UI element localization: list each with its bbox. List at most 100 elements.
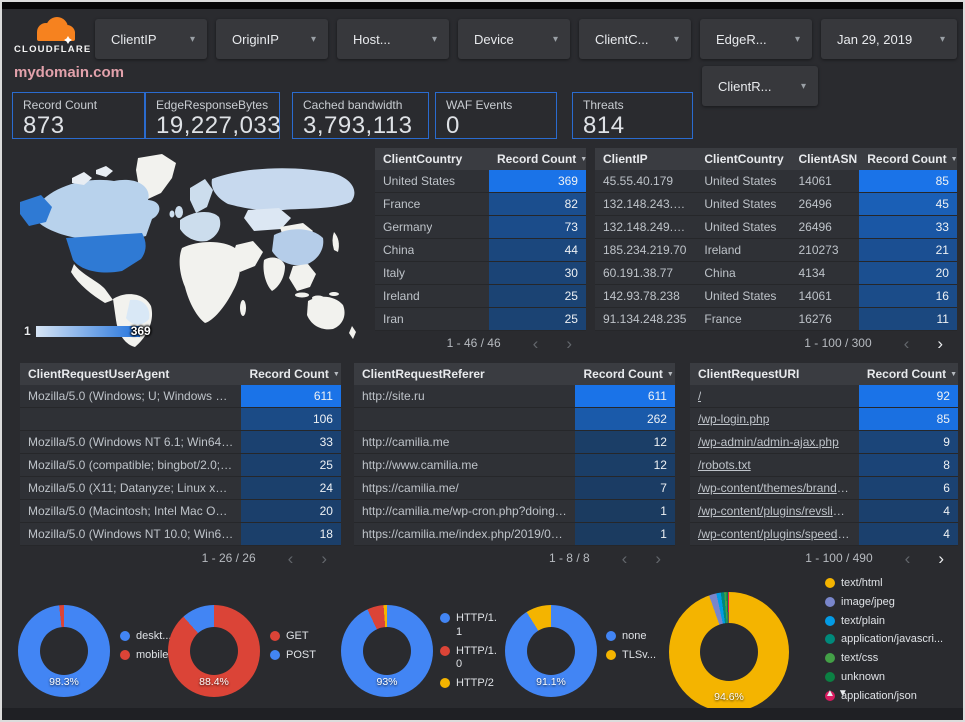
world-map: [20, 154, 356, 347]
column-header[interactable]: ClientRequestURI: [698, 367, 800, 381]
filter-chip-clientip[interactable]: ClientIP ▾: [95, 19, 207, 59]
table-row[interactable]: Ireland 25: [375, 285, 586, 308]
filter-chip-clientc[interactable]: ClientC... ▾: [579, 19, 691, 59]
content-type-donut[interactable]: 94.6%: [669, 592, 789, 712]
legend-scroll-arrows[interactable]: ▲▼: [825, 688, 851, 699]
column-header[interactable]: Record Count▼: [489, 152, 586, 166]
table-cell[interactable]: /wp-admin/admin-ajax.php: [690, 431, 859, 453]
column-header[interactable]: ClientASN: [798, 152, 858, 166]
column-header[interactable]: Record Count▼: [249, 367, 340, 381]
table-row[interactable]: 106: [20, 408, 341, 431]
geo-map-chart[interactable]: 1 369: [12, 148, 374, 350]
legend-color-dot: [606, 649, 616, 660]
table-row[interactable]: /wp-content/plugins/revslider/rs-p... 4: [690, 500, 958, 523]
table-row[interactable]: United States 369: [375, 170, 586, 193]
next-page-icon[interactable]: ›: [655, 548, 661, 568]
cell-text: Germany: [383, 220, 433, 234]
column-header[interactable]: Record Count▼: [867, 152, 957, 166]
table-cell[interactable]: /wp-content/plugins/revslider/rs-p...: [690, 500, 859, 522]
column-header[interactable]: ClientRequestUserAgent: [28, 367, 170, 381]
table-header-row: ClientCountry Record Count▼: [375, 148, 586, 170]
table-row[interactable]: Italy 30: [375, 262, 586, 285]
table-row[interactable]: /wp-content/themes/brandon/plu... 6: [690, 477, 958, 500]
table-cell[interactable]: /wp-login.php: [690, 408, 859, 430]
next-page-icon[interactable]: ›: [938, 548, 944, 568]
table-cell[interactable]: /robots.txt: [690, 454, 859, 476]
filter-chip-edger[interactable]: EdgeR... ▾: [700, 19, 812, 59]
table-row[interactable]: http://camilia.me/wp-cron.php?doing_wp_c…: [354, 500, 675, 523]
prev-page-icon[interactable]: ‹: [904, 548, 911, 568]
device-type-donut[interactable]: 98.3%: [18, 605, 110, 697]
table-row[interactable]: http://www.camilia.me 12: [354, 454, 675, 477]
table-row[interactable]: /wp-admin/admin-ajax.php 9: [690, 431, 958, 454]
next-page-icon[interactable]: ›: [566, 333, 572, 353]
table-row[interactable]: /robots.txt 8: [690, 454, 958, 477]
filter-chip-host[interactable]: Host... ▾: [337, 19, 449, 59]
cloudflare-cloud-icon: CLOUDFLARE: [14, 17, 90, 55]
legend-label: HTTP/2: [456, 677, 494, 689]
table-cell[interactable]: /wp-content/themes/brandon/plu...: [690, 477, 859, 499]
table-row[interactable]: Mozilla/5.0 (Windows NT 6.1; Win64; x64;…: [20, 431, 341, 454]
record-count-cell: 73: [488, 216, 586, 238]
column-header[interactable]: ClientRequestReferer: [362, 367, 485, 381]
table-row[interactable]: http://site.ru 611: [354, 385, 675, 408]
table-cell: 4134: [790, 262, 859, 284]
tls-version-donut[interactable]: 91.1%: [505, 605, 597, 697]
table-row[interactable]: http://camilia.me 12: [354, 431, 675, 454]
sort-desc-icon: ▼: [950, 156, 957, 163]
table-cell: Mozilla/5.0 (Windows; U; Windows NT 5.1;…: [20, 385, 241, 407]
table-row[interactable]: / 92: [690, 385, 958, 408]
cell-text: /wp-login.php: [698, 412, 770, 426]
table-cell[interactable]: /wp-content/plugins/speed-booste...: [690, 523, 859, 545]
table-row[interactable]: 185.234.219.70 Ireland 210273 21: [595, 239, 957, 262]
next-page-icon[interactable]: ›: [937, 333, 943, 353]
prev-page-icon[interactable]: ‹: [287, 548, 294, 568]
prev-page-icon[interactable]: ‹: [621, 548, 628, 568]
date-range-chip[interactable]: Jan 29, 2019 ▾: [821, 19, 957, 59]
table-row[interactable]: Mozilla/5.0 (Windows; U; Windows NT 5.1;…: [20, 385, 341, 408]
table-row[interactable]: 91.134.248.235 France 16276 11: [595, 308, 957, 331]
column-header[interactable]: ClientIP: [603, 152, 648, 166]
table-row[interactable]: China 44: [375, 239, 586, 262]
column-header[interactable]: ClientCountry: [383, 152, 463, 166]
table-row[interactable]: /wp-login.php 85: [690, 408, 958, 431]
cell-text: 91.134.248.235: [603, 312, 687, 326]
table-row[interactable]: 60.191.38.77 China 4134 20: [595, 262, 957, 285]
table-row[interactable]: https://camilia.me/7: [354, 477, 675, 500]
table-row[interactable]: Germany 73: [375, 216, 586, 239]
column-header[interactable]: Record Count▼: [866, 367, 958, 381]
column-header[interactable]: ClientCountry: [704, 152, 784, 166]
table-row[interactable]: Mozilla/5.0 (X11; Datanyze; Linux x86_64…: [20, 477, 341, 500]
table-row[interactable]: Iran 25: [375, 308, 586, 331]
table-row[interactable]: https://camilia.me/index.php/2019/01/26/…: [354, 523, 675, 546]
table-row[interactable]: 45.55.40.179 United States 14061 85: [595, 170, 957, 193]
filter-chip-originip[interactable]: OriginIP ▾: [216, 19, 328, 59]
table-row[interactable]: 262: [354, 408, 675, 431]
table-row[interactable]: 142.93.78.238 United States 14061 16: [595, 285, 957, 308]
table-row[interactable]: Mozilla/5.0 (compatible; bingbot/2.0; +h…: [20, 454, 341, 477]
table-cell: http://www.camilia.me: [354, 454, 575, 476]
table-row[interactable]: Mozilla/5.0 (Macintosh; Intel Mac OS X 1…: [20, 500, 341, 523]
table-row[interactable]: 132.148.249.210 United States 26496 33: [595, 216, 957, 239]
http-method-donut[interactable]: 88.4%: [168, 605, 260, 697]
filter-chip-device[interactable]: Device ▾: [458, 19, 570, 59]
record-count-cell: 611: [575, 385, 675, 407]
record-count-cell: 262: [575, 408, 675, 430]
table-row[interactable]: 132.148.243.238 United States 26496 45: [595, 193, 957, 216]
cell-text: United States: [704, 174, 777, 188]
table-row[interactable]: /wp-content/plugins/speed-booste... 4: [690, 523, 958, 546]
prev-page-icon[interactable]: ‹: [532, 333, 539, 353]
column-header[interactable]: Record Count▼: [583, 367, 674, 381]
table-row[interactable]: France 82: [375, 193, 586, 216]
http-version-donut[interactable]: 93%: [341, 605, 433, 697]
scorecard-label: Threats: [583, 98, 624, 112]
table-cell: http://camilia.me/wp-cron.php?doing_wp_c…: [354, 500, 575, 522]
filter-chip-label: EdgeR...: [716, 31, 767, 47]
filter-chip-clientrequest[interactable]: ClientR... ▾: [702, 66, 818, 106]
table-row[interactable]: Mozilla/5.0 (Windows NT 10.0; Win64; x64…: [20, 523, 341, 546]
next-page-icon[interactable]: ›: [321, 548, 327, 568]
prev-page-icon[interactable]: ‹: [903, 333, 910, 353]
table-cell[interactable]: /: [690, 385, 859, 407]
legend-color-dot: [606, 631, 616, 641]
record-count-cell: 12: [575, 454, 675, 476]
